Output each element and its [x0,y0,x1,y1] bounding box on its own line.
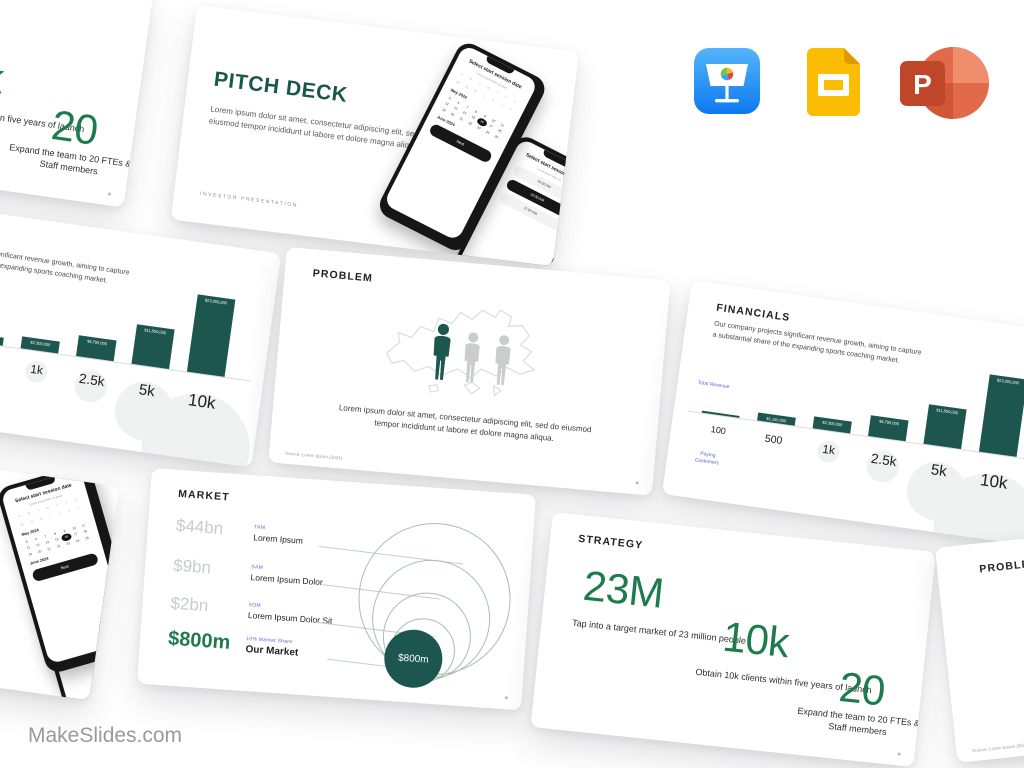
market-value: $9bn [172,555,212,578]
x-tick-label: 10k [978,470,1009,493]
slide-title: STRATEGY [577,532,644,552]
svg-text:P: P [913,69,932,100]
market-tag: SAM [251,564,264,571]
phone-screen: Select start session date Lorem ipsum do… [0,468,120,664]
chart-bar-5k: $11,500,000 [131,324,175,370]
stat-value: 10k [720,612,792,667]
market-label: Lorem Ipsum [253,532,304,546]
slide-market: MARKET $44bn TAM Lorem Ipsum $9bn SAM Lo… [136,468,537,711]
financials-description: Our company projects significant revenue… [712,320,922,365]
map-outline-graphic [386,309,535,397]
y-axis-label: Total Revenue [697,379,730,391]
x-tick-label: 1k [29,361,44,378]
slide-title: MARKET [177,487,231,504]
x-tick-label: 10k [186,390,217,413]
market-tag: SOM [248,602,262,609]
x-tick-label: 5k [929,461,948,481]
market-value: $2bn [169,593,210,616]
page-number-dot [504,696,508,700]
stat-value: 10k [0,46,7,103]
financials-description: Our company projects significant revenue… [0,241,130,285]
market-label: Lorem Ipsum Dolor [250,572,324,588]
slide-title: PROBLEM [978,557,1024,576]
x-axis-label: Paying Customers [694,450,720,466]
chart-bar-5k: $11,500,000 [923,404,967,450]
page-number-dot [107,192,112,196]
market-label: Our Market [245,643,299,659]
chart-baseline [687,410,1024,462]
slide-cover: PITCH DECK Lorem ipsum dolor sit amet, c… [170,5,580,267]
slide-strategy: STRATEGY 23M Tap into a target market of… [530,512,936,768]
market-tag: TAM [253,524,266,532]
x-tick-label: 100 [710,424,727,437]
slide-app-mockups-partial: Select start session date Lorem ipsum do… [0,433,120,701]
slide-problem: PROBLEM Lorem ipsum dolor sit amet, cons… [268,247,671,496]
market-value-highlight: $800m [167,627,232,654]
stat-value: 20 [836,663,888,715]
chart-bar-10k: $23,000,000 [978,374,1024,457]
page-number-dot [897,752,901,756]
x-tick-label: 1k [821,441,836,458]
person-icon [426,322,457,382]
slide-problem-partial: PROBLEM Source: Lorem Ipsum (2024) [935,507,1024,763]
page-number-dot [635,481,639,485]
brand-wordmark: MakeSlides.com [28,724,183,747]
chart-bar-1k: $2,300,000 [812,416,852,434]
source-citation: Source: Lorem Ipsum (2024) [972,742,1024,754]
powerpoint-icon[interactable]: P [898,45,990,121]
slide-title: PROBLEM [312,267,374,285]
chart-bar-500: $1,150,000 [0,332,4,346]
chart-bar-10k: $23,000,000 [186,294,236,377]
google-slides-icon[interactable] [807,48,860,116]
phone-mockup-date: Select start session date Lorem ipsum do… [0,462,120,675]
slide-financials: FINANCIALS Our company projects signific… [661,280,1024,548]
market-value: $44bn [175,515,224,539]
person-icon [489,333,516,387]
person-icon [458,331,485,385]
stat-value: 23M [581,561,666,617]
keynote-icon[interactable] [694,48,760,114]
cover-title: PITCH DECK [212,67,349,107]
chart-bar-1k: $2,300,000 [20,336,60,354]
x-tick-label: 500 [764,432,784,448]
cover-footer-tag: INVESTOR PRESENTATION [199,190,299,209]
slide-financials-partial: FINANCIALS Our company projects signific… [0,200,282,468]
x-tick-label: 5k [137,381,156,401]
slide-strategy-partial: STRATEGY 23M Tap into a target market of… [0,0,154,208]
market-label: Lorem Ipsum Dolor Sit [247,610,333,626]
source-citation: Source: Lorem Ipsum (2024) [284,450,343,461]
